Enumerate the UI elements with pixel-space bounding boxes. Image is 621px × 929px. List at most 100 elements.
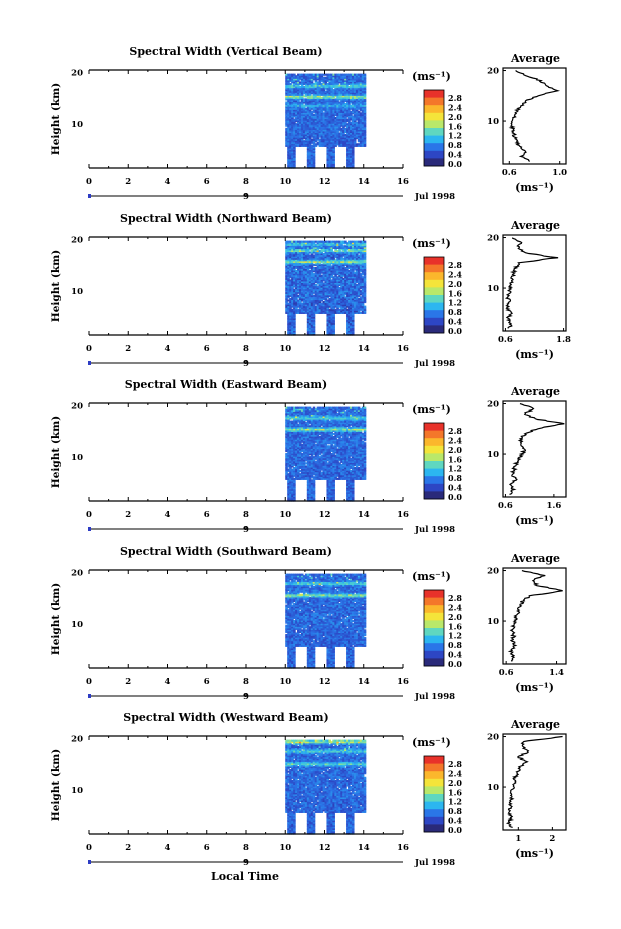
colorbar-tick-label: 2.8 xyxy=(448,260,462,270)
heatmap-cell xyxy=(348,240,351,243)
heatmap-cell xyxy=(357,79,361,82)
heatmap-cell xyxy=(316,101,320,104)
heatmap-cell xyxy=(348,93,351,96)
heatmap-cell xyxy=(300,466,304,470)
heatmap-cell xyxy=(300,263,304,266)
heatmap-cell xyxy=(338,110,341,113)
heatmap-cell xyxy=(357,280,361,283)
heatmap-cell xyxy=(320,251,324,254)
heatmap-cell xyxy=(291,462,294,465)
heatmap-cell xyxy=(314,285,318,288)
heatmap-cell xyxy=(302,299,306,302)
heatmap-cell xyxy=(346,480,349,484)
heatmap-cell xyxy=(351,307,355,310)
heatmap-cell xyxy=(308,270,312,273)
heatmap-cell xyxy=(291,280,294,283)
heatmap-cell xyxy=(338,75,341,78)
heatmap-cell xyxy=(310,85,314,89)
heatmap-cell xyxy=(350,116,353,120)
heatmap-cell xyxy=(297,240,300,243)
heatmap-cell xyxy=(342,265,345,268)
heatmap-cell xyxy=(351,146,355,149)
heatmap-cell xyxy=(310,113,314,116)
heatmap-cell xyxy=(348,483,351,487)
heatmap-cell xyxy=(316,268,320,271)
heatmap-cell xyxy=(328,73,331,76)
heatmap-cell xyxy=(287,150,290,154)
heatmap-cell xyxy=(287,147,290,151)
heatmap-cell xyxy=(324,123,328,126)
heatmap-cell xyxy=(359,84,363,87)
heatmap-cell xyxy=(298,116,302,120)
heatmap-cell xyxy=(295,256,298,259)
heatmap-cell xyxy=(326,112,330,115)
heatmap-cell xyxy=(287,249,290,253)
heatmap-cell xyxy=(342,304,345,307)
heatmap-cell xyxy=(326,160,330,163)
heatmap-cell xyxy=(332,164,335,168)
heatmap-cell xyxy=(330,288,333,291)
heatmap-cell xyxy=(338,120,341,123)
heatmap-cell xyxy=(322,107,326,110)
heatmap-cell xyxy=(304,137,308,140)
heatmap-cell xyxy=(285,121,288,124)
heatmap-cell xyxy=(361,254,365,257)
heatmap-cell xyxy=(361,110,365,113)
heatmap-cell xyxy=(355,474,359,477)
heatmap-cell xyxy=(302,92,306,95)
heatmap-cell xyxy=(351,291,355,294)
heatmap-cell xyxy=(304,268,308,271)
heatmap-cell xyxy=(340,290,343,293)
heatmap-cell xyxy=(346,129,349,132)
heatmap-cell xyxy=(361,81,365,84)
heatmap-cell xyxy=(355,249,359,253)
heatmap-cell xyxy=(355,262,359,265)
heatmap-cell xyxy=(348,129,351,132)
heatmap-cell xyxy=(324,79,328,82)
heatmap-cell xyxy=(334,107,337,110)
heatmap-cell xyxy=(338,262,341,265)
heatmap-cell xyxy=(328,254,331,257)
heatmap-cell xyxy=(361,109,365,112)
heatmap-cell xyxy=(300,279,304,282)
heatmap-cell xyxy=(351,266,355,270)
heatmap-cell xyxy=(332,140,335,143)
heatmap-cell xyxy=(285,245,288,248)
heatmap-cell xyxy=(302,477,306,480)
heatmap-cell xyxy=(291,476,294,479)
heatmap-cell xyxy=(342,251,345,254)
panel-title: Spectral Width (Eastward Beam) xyxy=(125,378,327,391)
heatmap-cell xyxy=(348,248,351,251)
heatmap-cell xyxy=(363,73,367,76)
heatmap-cell xyxy=(353,273,357,276)
heatmap-cell xyxy=(346,476,349,479)
heatmap-cell xyxy=(320,476,324,479)
heatmap-cell xyxy=(293,120,296,123)
heatmap-cell xyxy=(328,488,331,491)
heatmap-cell xyxy=(312,126,316,129)
heatmap-cell xyxy=(291,296,294,299)
heatmap-cell xyxy=(340,273,343,276)
heatmap-cell xyxy=(336,271,339,274)
colorbar-segment xyxy=(424,257,444,265)
heatmap-cell xyxy=(287,110,290,113)
heatmap-cell xyxy=(291,302,294,305)
heatmap-cell xyxy=(336,137,339,140)
heatmap-cell xyxy=(298,249,302,253)
heatmap-cell xyxy=(314,132,318,135)
heatmap-cell xyxy=(297,85,300,89)
heatmap-cell xyxy=(361,477,365,480)
heatmap-cell xyxy=(291,113,294,116)
heatmap-cell xyxy=(287,468,290,471)
heatmap-cell xyxy=(334,124,337,127)
heatmap-cell xyxy=(304,82,308,86)
heatmap-cell xyxy=(350,140,353,143)
heatmap-cell xyxy=(320,242,324,245)
heatmap-cell xyxy=(363,252,367,256)
heatmap-cell xyxy=(328,87,331,90)
heatmap-cell xyxy=(328,161,331,164)
heatmap-cell xyxy=(308,107,312,110)
heatmap-cell xyxy=(302,135,306,138)
heatmap-cell xyxy=(328,110,331,113)
heatmap-cell xyxy=(310,121,314,124)
